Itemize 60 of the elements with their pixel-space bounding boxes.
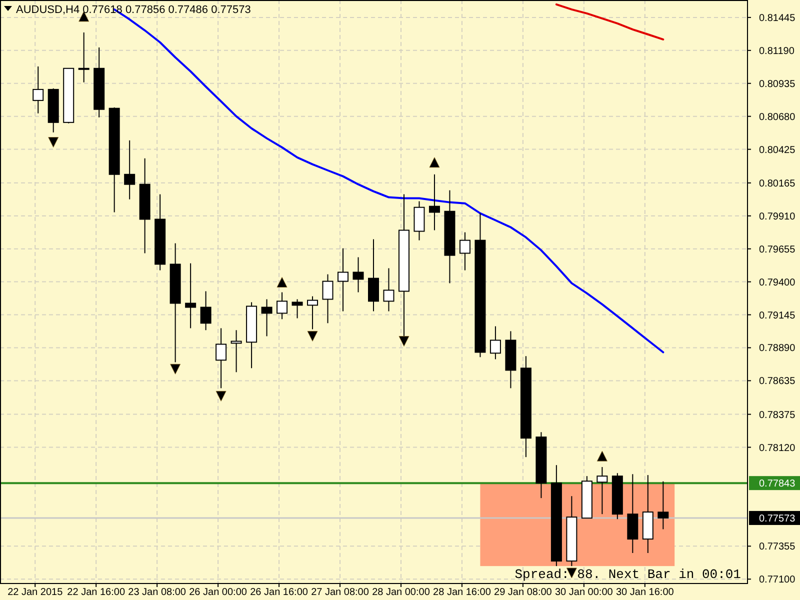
candlestick <box>658 480 669 530</box>
x-tick-label: 26 Jan 00:00 <box>189 587 248 598</box>
candlestick <box>459 232 470 271</box>
candlestick <box>383 268 394 312</box>
y-tick-label: 0.77355 <box>759 542 796 553</box>
y-tick-label: 0.80425 <box>759 144 796 156</box>
candlestick <box>32 66 44 114</box>
x-tick-label: 28 Jan 00:00 <box>372 587 430 598</box>
candlestick <box>596 466 608 515</box>
candlestick <box>368 238 379 312</box>
y-tick-label: 0.79655 <box>759 244 796 256</box>
chart-title: AUDUSD,H4 0.77618 0.77856 0.77486 0.77573 <box>16 4 251 16</box>
point <box>398 336 410 346</box>
candlestick <box>352 256 364 293</box>
x-tick-label: 28 Jan 16:00 <box>433 587 492 598</box>
y-tick-label: 0.77100 <box>759 574 796 586</box>
y-tick-label: 0.79400 <box>759 277 796 288</box>
x-tick-label: 29 Jan 08:00 <box>494 587 552 598</box>
y-tick-label: 0.80935 <box>759 78 796 90</box>
candlestick <box>124 140 136 200</box>
annotation: Spread: 88. Next Bar in 00:01 <box>514 567 742 582</box>
x-tick-label: 23 Jan 08:00 <box>128 587 186 598</box>
x-tick-label: 30 Jan 00:00 <box>555 587 614 598</box>
y-tick-label: 0.78120 <box>759 442 796 454</box>
x-tick-label: 26 Jan 16:00 <box>250 587 308 598</box>
point <box>216 390 226 402</box>
y-tick-label: 0.81445 <box>759 12 796 24</box>
candlestick <box>490 326 501 360</box>
candlestick <box>78 32 90 83</box>
y-tick-label: 0.79145 <box>759 310 796 322</box>
y-tick-label: 0.79910 <box>759 211 796 222</box>
point <box>429 157 440 168</box>
y-tick-label: 0.80165 <box>759 178 796 190</box>
point <box>170 364 181 374</box>
x-tick-label: 27 Jan 08:00 <box>311 587 370 598</box>
candlestick <box>322 274 334 324</box>
y-tick-label: 0.78635 <box>759 376 796 388</box>
y-tick-label: 0.80680 <box>759 112 796 123</box>
point <box>307 330 318 342</box>
x-tick-label: 22 Jan 16:00 <box>67 587 126 598</box>
candlestick <box>185 262 196 329</box>
candlestick <box>338 248 349 312</box>
x-tick-label: 22 Jan 2015 <box>8 587 64 598</box>
ref-line-label: 0.77573 <box>759 513 796 524</box>
candlestick <box>428 174 440 231</box>
candlestick <box>261 298 272 337</box>
candlestick <box>292 298 303 319</box>
candlestick <box>200 290 212 331</box>
y-tick-label: 0.78890 <box>759 343 796 354</box>
point <box>276 276 288 288</box>
point <box>566 568 577 578</box>
candlestick <box>414 200 425 241</box>
candlestick <box>276 292 288 320</box>
y-tick-label: 0.81190 <box>759 46 795 57</box>
candlestick <box>216 328 227 389</box>
line-series <box>555 3 664 40</box>
x-tick-label: 30 Jan 16:00 <box>616 587 674 598</box>
candlestick <box>307 296 318 330</box>
ref-line-label: 0.77843 <box>759 478 796 490</box>
y-tick-label: 0.78375 <box>759 410 796 421</box>
